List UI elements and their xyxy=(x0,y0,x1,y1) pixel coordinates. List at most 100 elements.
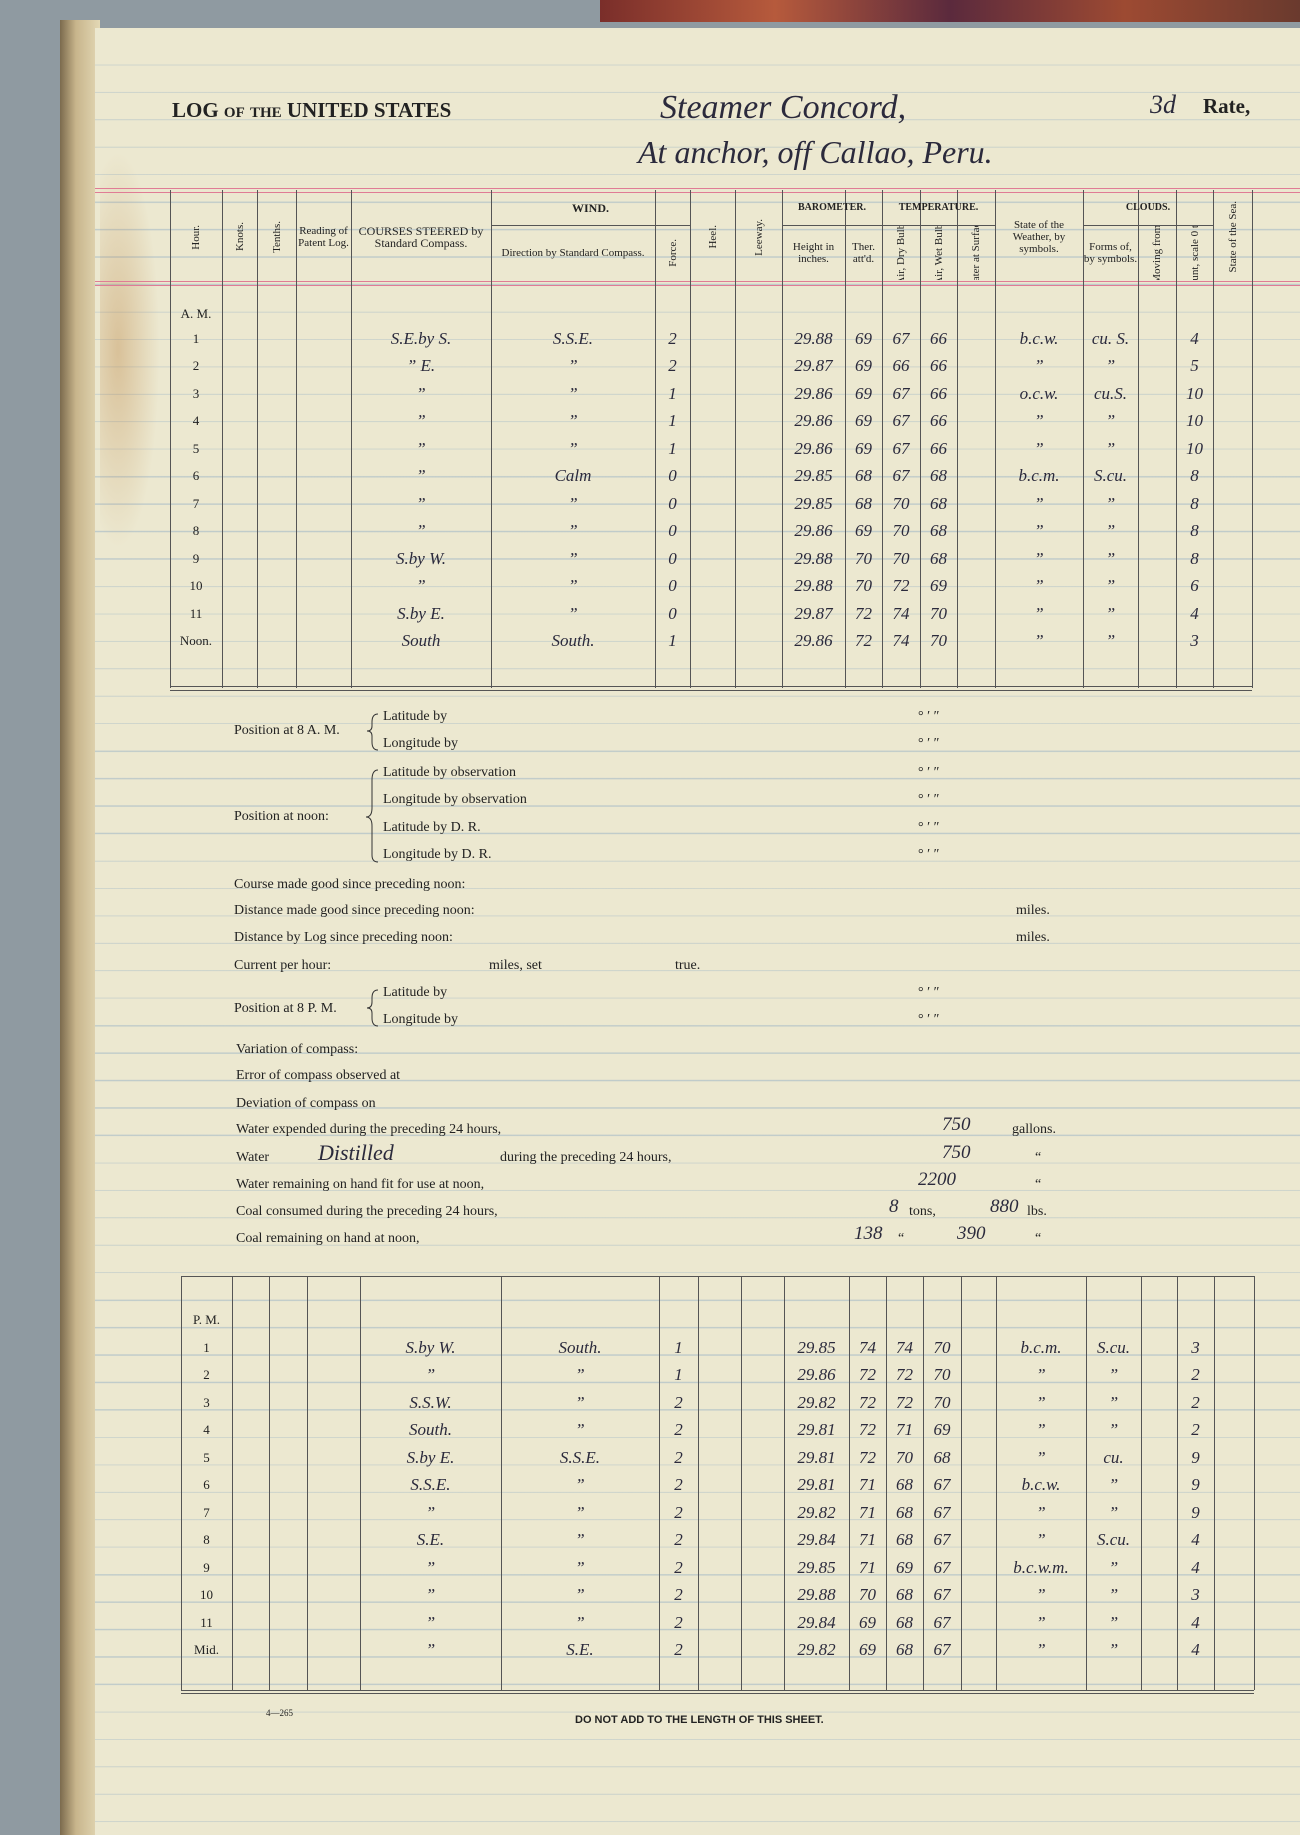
column-rule xyxy=(222,190,223,688)
brace xyxy=(366,713,379,751)
position-line: Latitude by D. R. xyxy=(383,820,481,835)
column-rule xyxy=(1086,1276,1087,1690)
handwritten-entry: 29.86 xyxy=(794,411,833,431)
table-bottom xyxy=(170,686,1252,687)
handwritten-entry: 0 xyxy=(668,521,677,541)
column-header: Moving from. xyxy=(1138,226,1176,280)
handwritten-entry: ” xyxy=(425,1639,436,1659)
handwritten-entry: ” xyxy=(1034,630,1044,650)
handwritten-entry: 4 xyxy=(1190,603,1199,623)
handwritten-entry: cu.S. xyxy=(1093,383,1128,403)
column-header-text: Knots. xyxy=(233,222,246,252)
handwritten-entry: 29.85 xyxy=(797,1338,836,1357)
coal-tons: 8 xyxy=(889,1196,899,1217)
rate-number: 3d xyxy=(1150,90,1176,119)
handwritten-entry: ” xyxy=(1034,576,1044,596)
handwritten-entry: ” xyxy=(1105,438,1116,458)
column-header-text: Height in inches. xyxy=(792,241,835,265)
handwritten-entry: ” xyxy=(568,603,578,623)
handwritten-entry: S.S.E. xyxy=(410,1475,451,1495)
handwritten-entry: 29.84 xyxy=(797,1530,836,1550)
column-rule xyxy=(849,1276,850,1690)
column-header: Water at Surface. xyxy=(957,226,995,280)
handwritten-entry: 8 xyxy=(1190,493,1199,513)
handwritten-entry: 29.86 xyxy=(794,438,833,458)
handwritten-entry: ” xyxy=(1108,1612,1119,1632)
column-header-text: Tenths. xyxy=(270,221,283,253)
unit: tons, xyxy=(909,1204,936,1219)
handwritten-entry: S.E. xyxy=(416,1530,445,1550)
handwritten-entry: ” xyxy=(1105,411,1116,431)
handwritten-entry: S.S.E. xyxy=(559,1447,601,1467)
handwritten-entry: ” xyxy=(568,493,578,513)
red-rule xyxy=(95,281,1300,282)
handwritten-entry: 68 xyxy=(930,466,947,486)
column-rule xyxy=(690,190,691,688)
handwritten-entry: ” xyxy=(416,576,426,596)
handwritten-entry: 29.82 xyxy=(797,1502,836,1522)
unit: miles. xyxy=(1016,903,1050,918)
handwritten-entry: 69 xyxy=(859,1639,876,1659)
handwritten-entry: 29.85 xyxy=(794,466,833,486)
handwritten-entry: 2 xyxy=(1191,1392,1200,1412)
handwritten-entry: 2 xyxy=(668,329,677,348)
position-line: Longitude by xyxy=(383,736,459,751)
handwritten-entry: 2 xyxy=(674,1639,683,1659)
current-set: miles, set xyxy=(489,958,542,973)
handwritten-entry: ” xyxy=(1108,1475,1119,1495)
handwritten-entry: cu. S. xyxy=(1091,329,1130,348)
handwritten-entry: 66 xyxy=(930,438,947,458)
water-label: during the preceding 24 hours, xyxy=(500,1150,672,1165)
handwritten-entry: 1 xyxy=(668,630,677,650)
handwritten-entry: ” xyxy=(1034,411,1044,431)
unit: miles. xyxy=(1016,930,1050,945)
handwritten-entry: ” xyxy=(1105,603,1116,623)
red-rule xyxy=(95,188,1300,189)
handwritten-entry: 29.88 xyxy=(794,548,833,568)
column-header-text: Heel. xyxy=(706,225,719,249)
column-header-text: Direction by Standard Compass. xyxy=(501,247,645,259)
handwritten-entry: ” xyxy=(1105,548,1116,568)
handwritten-entry: 6 xyxy=(1190,576,1199,596)
handwritten-entry: ” xyxy=(425,1557,436,1577)
handwritten-entry: 66 xyxy=(892,356,910,376)
handwritten-entry: 74 xyxy=(896,1338,913,1357)
handwritten-entry: 2 xyxy=(1191,1365,1200,1385)
handwritten-entry: ” xyxy=(416,466,426,486)
handwritten-entry: ” xyxy=(575,1612,585,1632)
column-rule xyxy=(1213,190,1214,688)
handwritten-entry: 69 xyxy=(896,1557,913,1577)
handwritten-entry: b.c.m. xyxy=(1018,466,1060,486)
handwritten-entry: 72 xyxy=(896,1392,913,1412)
column-rule xyxy=(961,1276,962,1690)
hour-label: Noon. xyxy=(179,632,213,648)
water-remaining-value: 2200 xyxy=(918,1169,956,1190)
handwritten-entry: South. xyxy=(409,1420,452,1440)
hour-label: 2 xyxy=(192,358,200,374)
unit: gallons. xyxy=(1012,1122,1056,1137)
column-header-text: Amount, scale 0 to 10. xyxy=(1188,226,1201,280)
handwritten-entry: 0 xyxy=(668,576,677,596)
handwritten-entry: ” xyxy=(568,548,578,568)
table-bottom xyxy=(181,1693,1254,1694)
handwritten-entry: 2 xyxy=(674,1612,683,1632)
hour-label: 6 xyxy=(203,1477,210,1493)
handwritten-entry: 68 xyxy=(855,493,872,513)
current-true: true. xyxy=(675,958,701,973)
handwritten-entry: 2 xyxy=(674,1557,683,1577)
handwritten-entry: 29.87 xyxy=(794,356,833,376)
hour-label: 7 xyxy=(192,495,200,511)
coal-tons: 138 xyxy=(854,1223,883,1244)
position-line: Longitude by xyxy=(383,1012,459,1027)
column-rule xyxy=(845,190,846,688)
handwritten-entry: 72 xyxy=(896,1365,913,1385)
column-header-text: Hour. xyxy=(190,224,202,250)
distance-by-log: Distance by Log since preceding noon: xyxy=(234,930,453,945)
handwritten-entry: ” xyxy=(568,576,578,596)
vessel-name: Steamer Concord, xyxy=(660,89,907,126)
red-rule xyxy=(95,192,1300,193)
handwritten-entry: 4 xyxy=(1191,1557,1200,1577)
